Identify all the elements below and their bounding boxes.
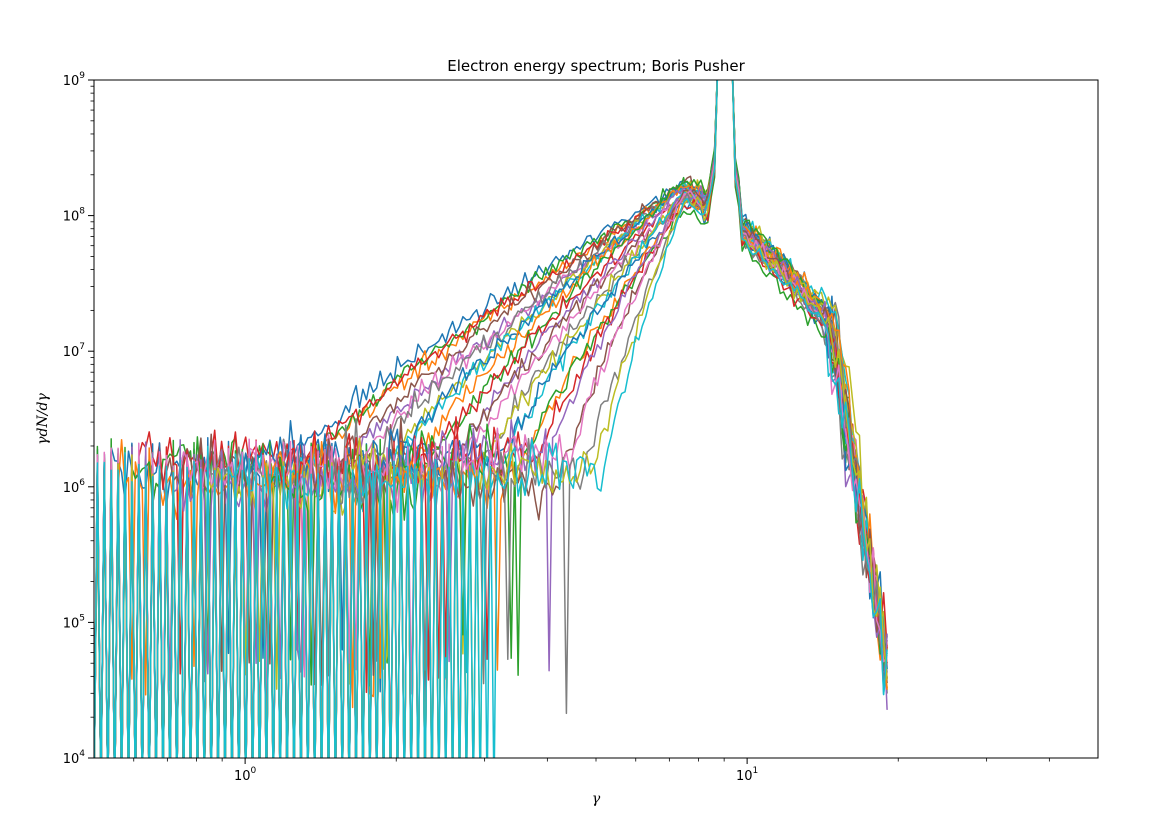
y-tick-label: 105: [63, 613, 85, 631]
series-line: [94, 80, 888, 758]
y-tick-label: 109: [63, 71, 86, 89]
series-layer: [94, 80, 888, 758]
y-tick-label: 106: [63, 478, 86, 496]
y-tick-label: 104: [63, 749, 86, 767]
y-tick-label: 108: [63, 207, 86, 225]
y-axis-title: γdN/dγ: [35, 393, 51, 445]
chart-title: Electron energy spectrum; Boris Pusher: [447, 57, 745, 75]
y-tick-label: 107: [63, 342, 85, 360]
x-tick-label: 100: [234, 766, 257, 784]
x-tick-label: 101: [736, 766, 758, 784]
x-axis-title: γ: [592, 791, 601, 807]
ticks-layer: 100 101 104 105 106 107 108 109: [63, 71, 1050, 784]
